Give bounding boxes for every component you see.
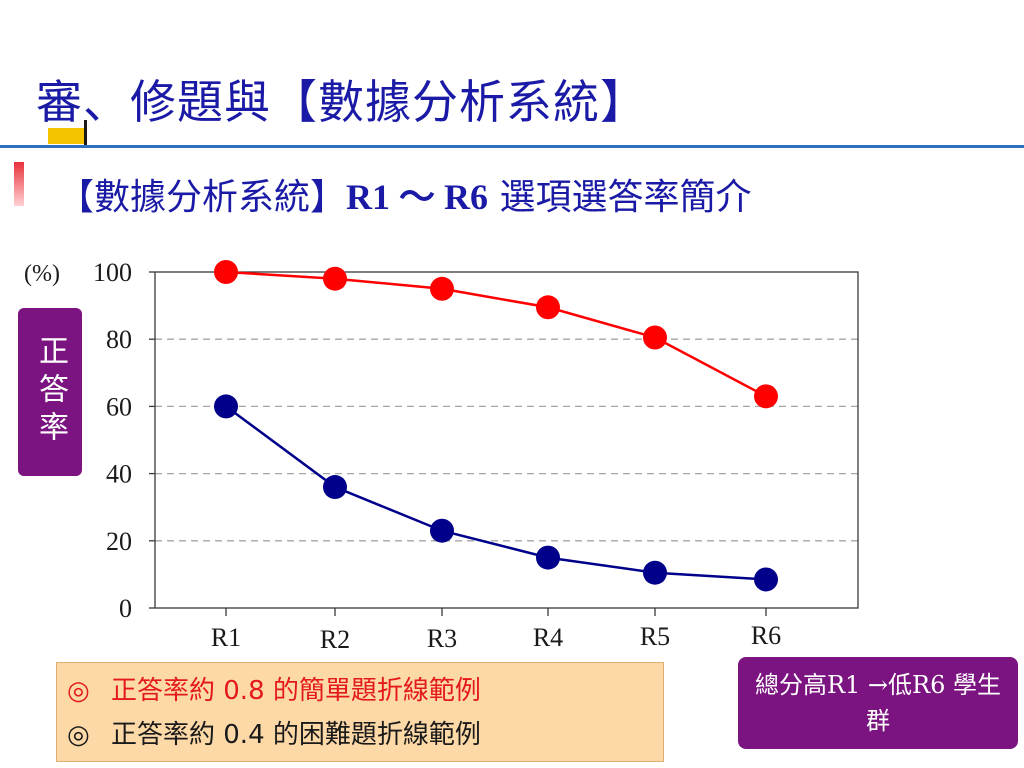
note-hard: ◎ 正答率約 0.4 的困難題折線範例 bbox=[67, 713, 653, 757]
slide-subtitle: 【數據分析系統】R1 ～ R6 選項選答率簡介 bbox=[58, 168, 751, 220]
title-underline bbox=[0, 145, 1024, 148]
student-group-label: 總分高R1 →低R6 學生群 bbox=[738, 657, 1018, 749]
y-tick-label: 60 bbox=[106, 392, 132, 421]
note-easy-text: 正答率約 0.8 的簡單題折線範例 bbox=[111, 676, 481, 706]
series-1-point bbox=[754, 384, 778, 409]
series-1-point bbox=[214, 260, 238, 284]
y-tick-label: 40 bbox=[106, 460, 132, 489]
series-2-point bbox=[323, 475, 347, 500]
x-tick-label: R4 bbox=[533, 623, 563, 652]
note-hard-text: 正答率約 0.4 的困難題折線範例 bbox=[111, 720, 481, 750]
series-1-point bbox=[536, 295, 560, 320]
correct-rate-label: 正答率 bbox=[18, 308, 82, 476]
subtitle-suffix: 選項選答率簡介 bbox=[488, 177, 752, 218]
subtitle-prefix: 【數據分析系統】 bbox=[58, 177, 347, 218]
series-1-point bbox=[643, 325, 667, 350]
series-2-point bbox=[214, 394, 238, 419]
series-line-1 bbox=[225, 270, 767, 398]
y-tick-label: 0 bbox=[119, 594, 132, 623]
x-tick-label: R5 bbox=[640, 622, 670, 651]
series-line-2 bbox=[225, 405, 767, 581]
title-decoration-tick bbox=[84, 120, 87, 148]
note-marker: ◎ bbox=[67, 676, 90, 706]
series-2-point bbox=[754, 567, 778, 592]
y-axis-unit: (%) bbox=[24, 261, 60, 287]
slide-title: 審、修題與【數據分析系統】 bbox=[36, 75, 647, 129]
subtitle-range: R1 ～ R6 bbox=[346, 177, 489, 217]
subtitle-decoration-red bbox=[14, 162, 24, 206]
series-1-point bbox=[323, 266, 347, 291]
y-tick-label: 100 bbox=[93, 258, 132, 287]
series-2-point bbox=[536, 545, 560, 570]
series-1-point bbox=[430, 276, 454, 301]
x-tick-label: R2 bbox=[320, 625, 350, 654]
note-easy: ◎ 正答率約 0.8 的簡單題折線範例 bbox=[67, 669, 653, 713]
x-tick-label: R1 bbox=[211, 623, 241, 652]
plot-border bbox=[154, 271, 859, 609]
title-decoration-yellow bbox=[48, 128, 84, 144]
series-2-point bbox=[430, 518, 454, 543]
x-tick-label: R6 bbox=[751, 621, 781, 650]
student-group-text: 總分高R1 →低R6 學生群 bbox=[754, 671, 1002, 735]
note-marker: ◎ bbox=[67, 720, 90, 750]
line-chart: 0 20 40 60 80 100 (%) R1 R2 R3 R4 R5 R6 bbox=[24, 258, 859, 654]
x-tick-label: R3 bbox=[427, 624, 457, 653]
y-tick-label: 20 bbox=[106, 527, 132, 556]
notes-box: ◎ 正答率約 0.8 的簡單題折線範例 ◎ 正答率約 0.4 的困難題折線範例 bbox=[56, 662, 664, 762]
y-tick-label: 80 bbox=[106, 325, 132, 354]
series-2-point bbox=[643, 560, 667, 585]
